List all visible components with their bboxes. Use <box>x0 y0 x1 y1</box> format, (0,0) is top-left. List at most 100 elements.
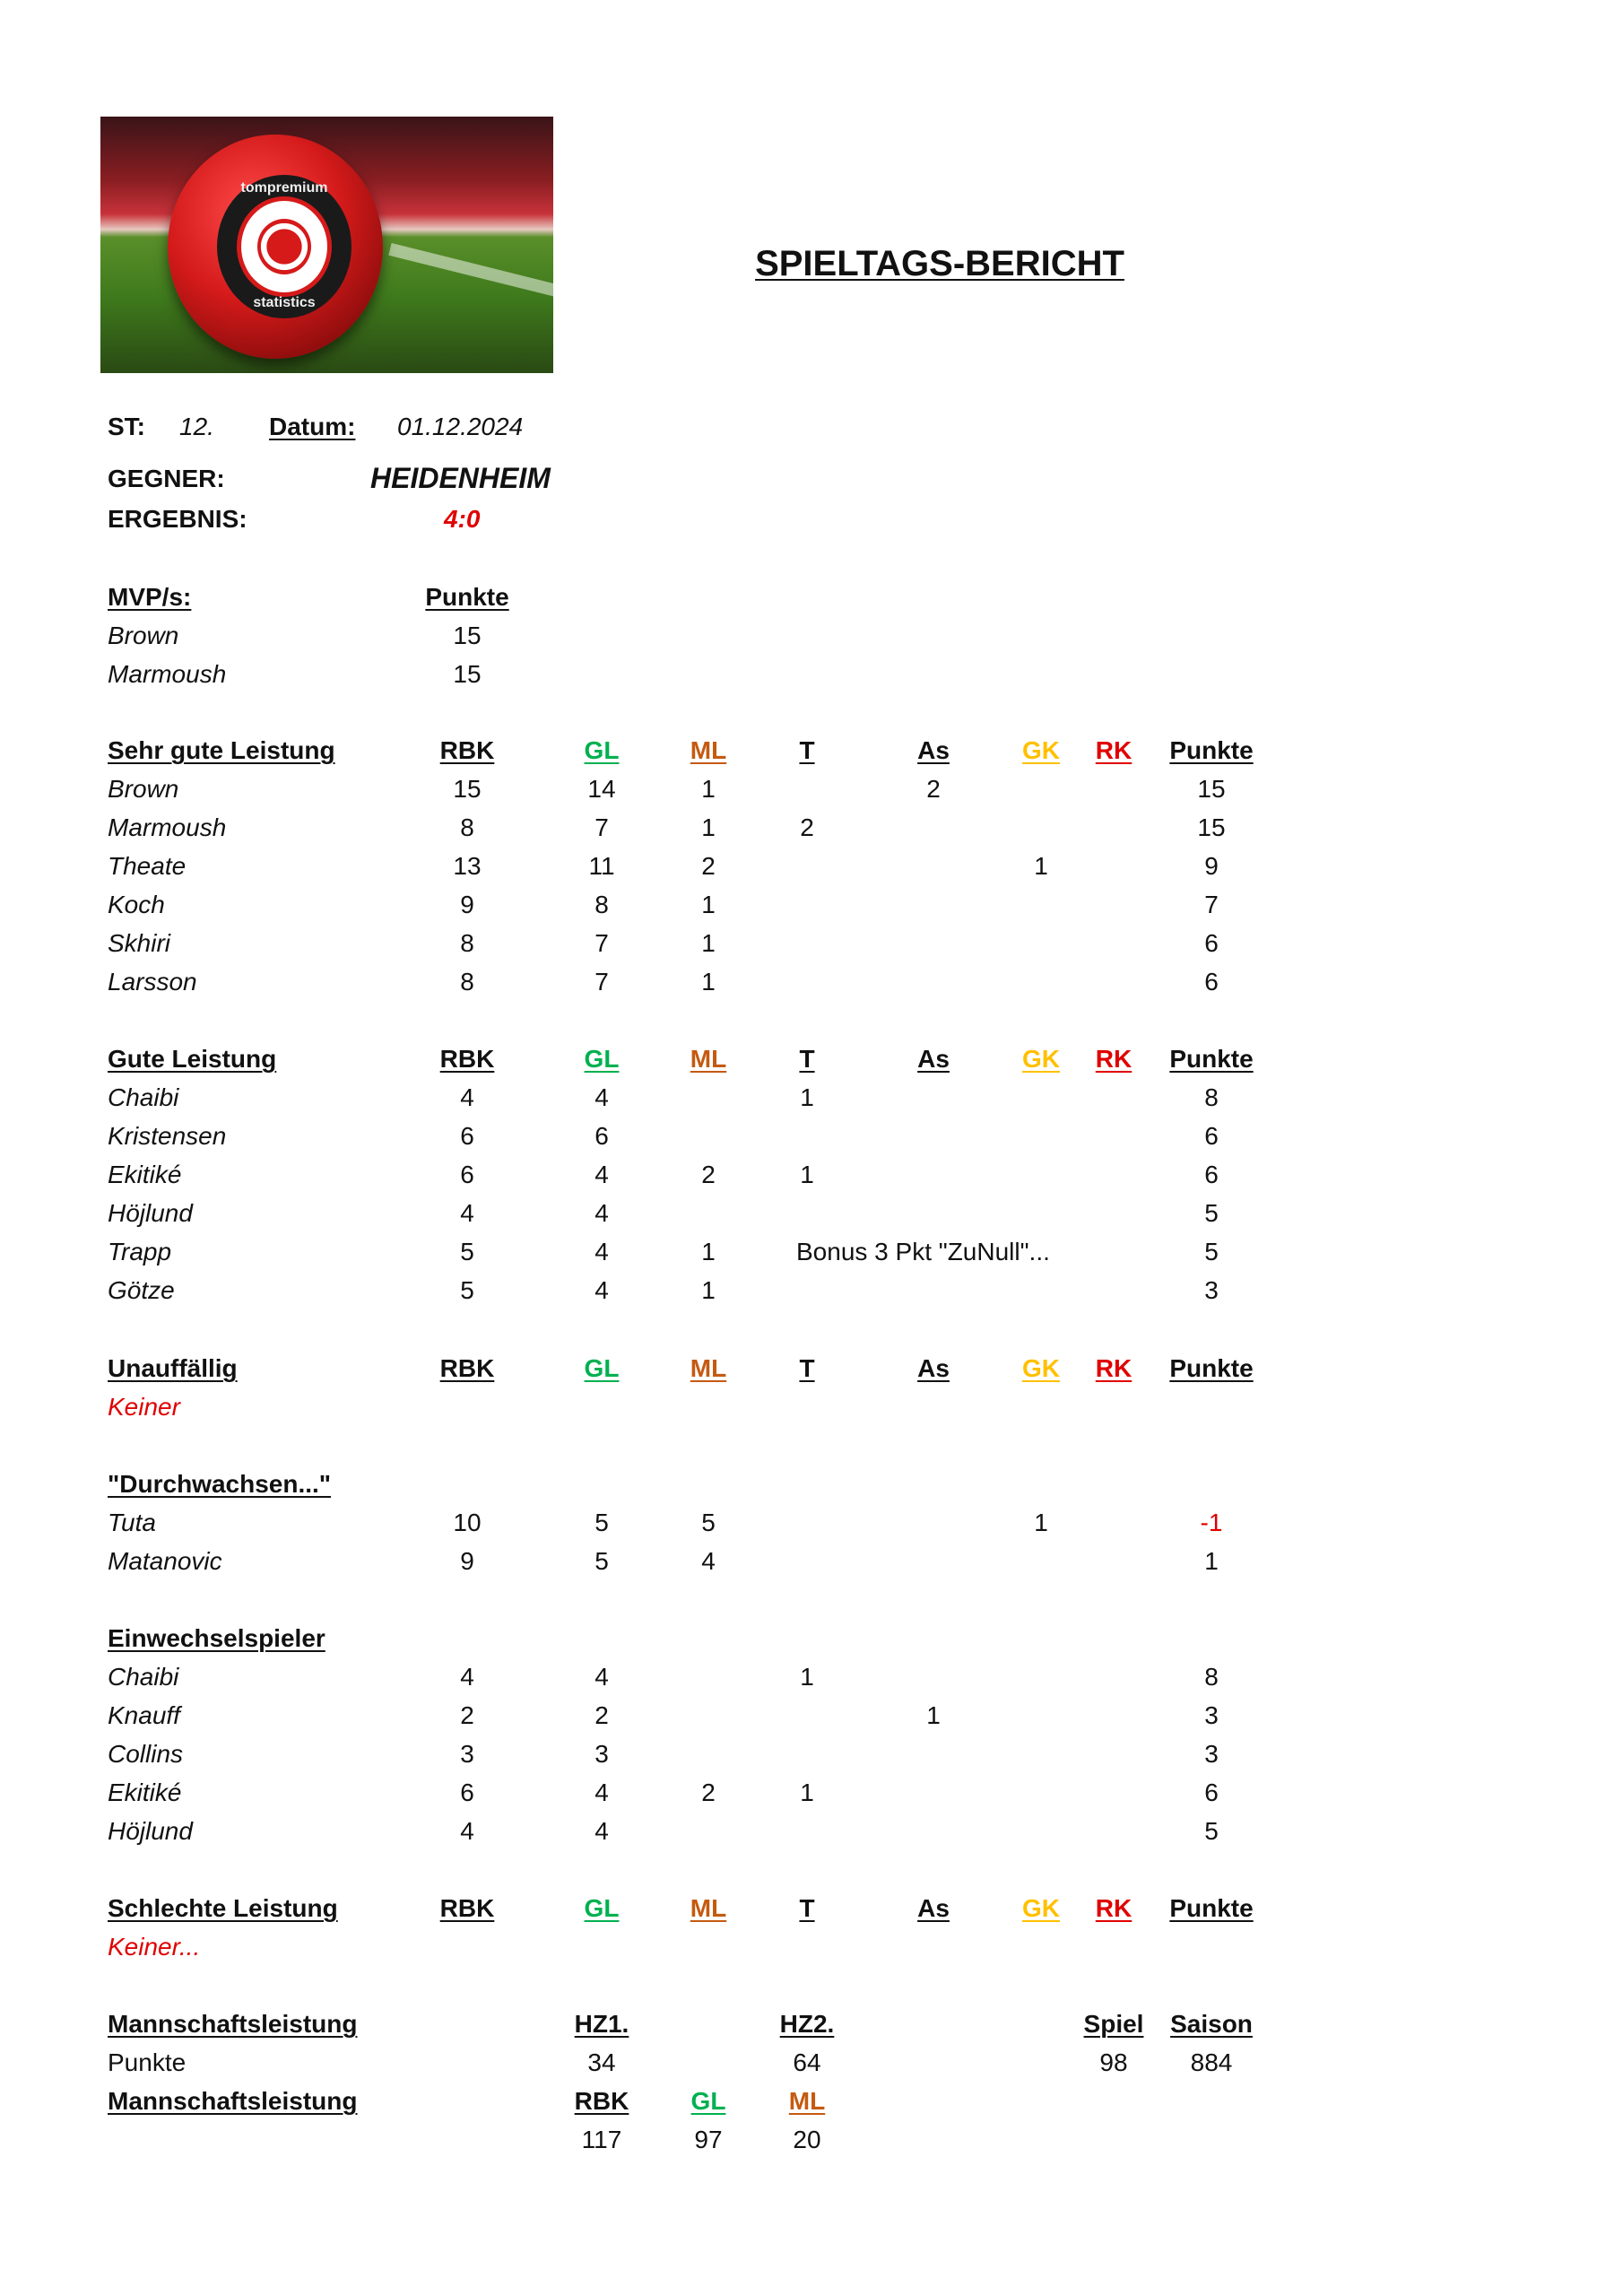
cell-rbk: 4 <box>460 1663 474 1691</box>
player-row: Larsson 8 7 1 6 <box>0 968 1623 1006</box>
team-gl-header: GL <box>690 2087 726 2115</box>
cell-punkte: 5 <box>1204 1199 1219 1227</box>
section-title: Sehr gute Leistung <box>108 736 335 764</box>
player-name: Höjlund <box>108 1817 193 1845</box>
column-header-punkte: Punkte <box>1169 736 1254 764</box>
column-header-rk: RK <box>1095 736 1133 764</box>
section-title: Schlechte Leistung <box>108 1894 338 1922</box>
hz2-header: HZ2. <box>779 2010 835 2038</box>
row-note: Bonus 3 Pkt "ZuNull"... <box>796 1238 1050 1265</box>
cell-ml: 1 <box>701 929 716 957</box>
pitch-line <box>388 243 553 299</box>
cell-gl: 5 <box>595 1547 609 1575</box>
player-row: Ekitiké 6 4 2 1 6 <box>0 1779 1623 1817</box>
player-row: Brown 15 14 1 2 15 <box>0 775 1623 813</box>
section-title: "Durchwachsen..." <box>108 1470 332 1498</box>
cell-punkte: 8 <box>1204 1083 1219 1111</box>
column-header-rk: RK <box>1095 1045 1133 1073</box>
cell-rbk: 4 <box>460 1083 474 1111</box>
empty-text: Keiner... <box>108 1933 201 1961</box>
cell-punkte: 6 <box>1204 929 1219 957</box>
column-header-gk: GK <box>1022 1354 1060 1382</box>
section-header: Einwechselspieler <box>0 1624 1623 1663</box>
logo-inner <box>237 196 332 297</box>
cell-ml: 1 <box>701 968 716 996</box>
cell-gl: 11 <box>588 852 615 880</box>
cell-punkte: 1 <box>1204 1547 1219 1575</box>
cell-gl: 4 <box>595 1663 609 1691</box>
cell-punkte: 15 <box>1197 775 1226 803</box>
cell-rbk: 6 <box>460 1779 474 1806</box>
column-header-as: As <box>917 1354 950 1382</box>
player-name: Höjlund <box>108 1199 193 1227</box>
cell-t: 2 <box>800 813 814 841</box>
player-name: Tuta <box>108 1509 156 1536</box>
cell-gl: 4 <box>595 1276 609 1304</box>
cell-gl: 5 <box>595 1509 609 1536</box>
column-header-rbk: RBK <box>439 1894 495 1922</box>
section-title: Unauffällig <box>108 1354 238 1382</box>
logo-ring: tompremium statistics <box>217 175 352 318</box>
cell-ml: 2 <box>701 852 716 880</box>
player-row: Chaibi 4 4 1 8 <box>0 1663 1623 1701</box>
result-value: 4:0 <box>444 505 481 533</box>
column-header-ml: ML <box>690 1894 727 1922</box>
column-header-punkte: Punkte <box>1169 1354 1254 1382</box>
player-name: Götze <box>108 1276 175 1304</box>
cell-punkte: 5 <box>1204 1817 1219 1845</box>
column-header-rbk: RBK <box>439 1354 495 1382</box>
column-header-rbk: RBK <box>439 1045 495 1073</box>
cell-ml: 5 <box>701 1509 716 1536</box>
cell-rbk: 9 <box>460 1547 474 1575</box>
game-value: 98 <box>1099 2048 1128 2076</box>
cell-gl: 7 <box>595 929 609 957</box>
player-row: Collins 3 3 3 <box>0 1740 1623 1779</box>
mvp-title: MVP/s: <box>108 583 192 611</box>
empty-text: Keiner <box>108 1393 180 1421</box>
date-label: Datum: <box>269 413 356 440</box>
cell-gl: 3 <box>595 1740 609 1768</box>
player-row: Matanovic 9 5 4 1 <box>0 1547 1623 1586</box>
column-header-punkte: Punkte <box>1169 1045 1254 1073</box>
column-header-ml: ML <box>690 736 727 764</box>
cell-rbk: 6 <box>460 1122 474 1150</box>
team-rbk-value: 117 <box>581 2126 622 2153</box>
player-row: Kristensen 6 6 6 <box>0 1122 1623 1161</box>
column-header-t: T <box>799 736 815 764</box>
cell-rbk: 15 <box>453 775 482 803</box>
cell-gk: 1 <box>1034 852 1048 880</box>
cell-punkte: 6 <box>1204 968 1219 996</box>
section-header: Schlechte Leistung RBK GL ML T As GK RK Punkte <box>0 1894 1623 1933</box>
player-row: Ekitiké 6 4 2 1 6 <box>0 1161 1623 1199</box>
player-name: Theate <box>108 852 187 880</box>
cell-gl: 8 <box>595 891 609 918</box>
player-row: Koch 9 8 1 7 <box>0 891 1623 929</box>
hz2-value: 64 <box>793 2048 821 2076</box>
column-header-gl: GL <box>584 1354 620 1382</box>
cell-punkte: 8 <box>1204 1663 1219 1691</box>
cell-ml: 2 <box>701 1779 716 1806</box>
player-name: Larsson <box>108 968 197 996</box>
team-points-label: Punkte <box>108 2048 187 2076</box>
cell-ml: 1 <box>701 1238 716 1265</box>
column-header-ml: ML <box>690 1354 727 1382</box>
player-name: Chaibi <box>108 1083 179 1111</box>
column-header-t: T <box>799 1354 815 1382</box>
season-value: 884 <box>1190 2048 1233 2076</box>
player-name: Collins <box>108 1740 184 1768</box>
cell-rbk: 4 <box>460 1199 474 1227</box>
column-header-gk: GK <box>1022 1894 1060 1922</box>
column-header-gl: GL <box>584 1045 620 1073</box>
cell-rbk: 8 <box>460 813 474 841</box>
cell-gl: 14 <box>587 775 616 803</box>
player-row: Marmoush 8 7 1 2 15 <box>0 813 1623 852</box>
cell-gl: 4 <box>595 1161 609 1188</box>
eagle-icon <box>257 219 311 274</box>
cell-punkte: 5 <box>1204 1238 1219 1265</box>
player-row: Höjlund 4 4 5 <box>0 1817 1623 1856</box>
mvp-points: 15 <box>453 622 482 649</box>
cell-gl: 4 <box>595 1817 609 1845</box>
column-header-gl: GL <box>584 736 620 764</box>
cell-t: 1 <box>800 1779 814 1806</box>
cell-as: 1 <box>926 1701 941 1729</box>
